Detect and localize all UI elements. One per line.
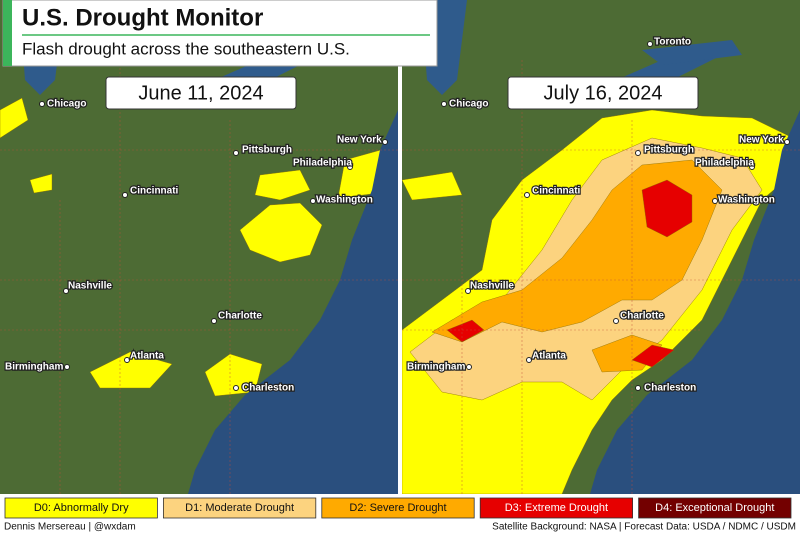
city-dot [526,357,532,363]
legend-label: D4: Exceptional Drought [655,502,774,514]
legend-label: D0: Abnormally Dry [34,502,129,514]
credit-right: Satellite Background: NASA | Forecast Da… [492,522,796,533]
drought-area [631,344,675,368]
city-dot [647,41,653,47]
city-dot [211,318,217,324]
map-panel: June 11, 2024 Chicago Pittsburgh New York Ph… [0,0,398,494]
date-label: July 16, 2024 [544,82,663,104]
drought-area [204,353,263,397]
city-dot [441,101,447,107]
header-accent [3,0,12,66]
city-label: Nashville [68,281,112,292]
legend-label: D2: Severe Drought [349,502,446,514]
city-dot [347,164,353,170]
date-box [507,76,699,110]
city-dot [39,101,45,107]
city-label: New York [337,135,382,146]
ocean [590,110,800,494]
city-dot [233,150,239,156]
city-label: Cincinnati [532,186,581,197]
panel-divider [398,0,402,494]
city-label: New York [739,135,784,146]
legend-swatch [321,497,475,519]
city-dot [233,385,239,391]
city-label: Charlotte [620,311,664,322]
title: U.S. Drought Monitor [22,4,263,31]
header: U.S. Drought Monitor Flash drought acros… [2,0,438,67]
city-dot [63,288,69,294]
city-label: Atlanta [532,351,566,362]
city-label: Chicago [47,99,86,110]
subtitle: Flash drought across the southeastern U.… [22,39,350,58]
city-dot [524,192,530,198]
drought-area [641,179,693,238]
city-dot [64,364,70,370]
city-label: Pittsburgh [242,145,292,156]
date-box [105,76,297,110]
city-dot [466,364,472,370]
city-label: Charlotte [218,311,262,322]
drought-area [29,173,53,194]
city-label: Charleston [644,383,696,394]
city-label: Atlanta [130,351,164,362]
city-dot [635,150,641,156]
drought-area [254,169,311,201]
legend-swatch [162,497,317,519]
city-dot [749,164,755,170]
city-label: Pittsburgh [644,145,694,156]
city-dot [635,385,641,391]
city-label: Birmingham [5,362,63,373]
legend-swatch [479,497,634,519]
credit-left: Dennis Mersereau | @wxdam [4,522,136,533]
map-panel: July 16, 2024 Toronto Chicago Pittsburgh New… [401,0,800,495]
city-dot [124,357,130,363]
city-label: Washington [718,195,775,206]
city-dot [122,192,128,198]
city-label: Nashville [470,281,514,292]
city-dot [784,139,790,145]
city-label: Philadelphia [695,158,754,169]
city-dot [465,288,471,294]
city-label: Charleston [242,383,294,394]
lake-ontario [642,40,742,65]
city-dot [613,318,619,324]
city-label: Toronto [654,37,691,48]
drought-area [0,97,29,139]
legend-label: D1: Moderate Drought [185,502,294,514]
city-label: Chicago [449,99,488,110]
city-label: Philadelphia [293,158,352,169]
drought-area [401,171,463,201]
drought-area [89,351,173,389]
ocean [188,110,398,494]
header-box [2,0,438,67]
legend-swatch [638,497,792,519]
city-label: Cincinnati [130,186,179,197]
drought-area [239,202,323,263]
legend-label: D3: Extreme Drought [505,502,608,514]
city-dot [712,198,718,204]
city-label: Birmingham [407,362,465,373]
date-label: June 11, 2024 [138,82,263,104]
city-dot [382,139,388,145]
city-label: Washington [316,195,373,206]
city-dot [310,198,316,204]
legend-swatch [4,497,158,519]
